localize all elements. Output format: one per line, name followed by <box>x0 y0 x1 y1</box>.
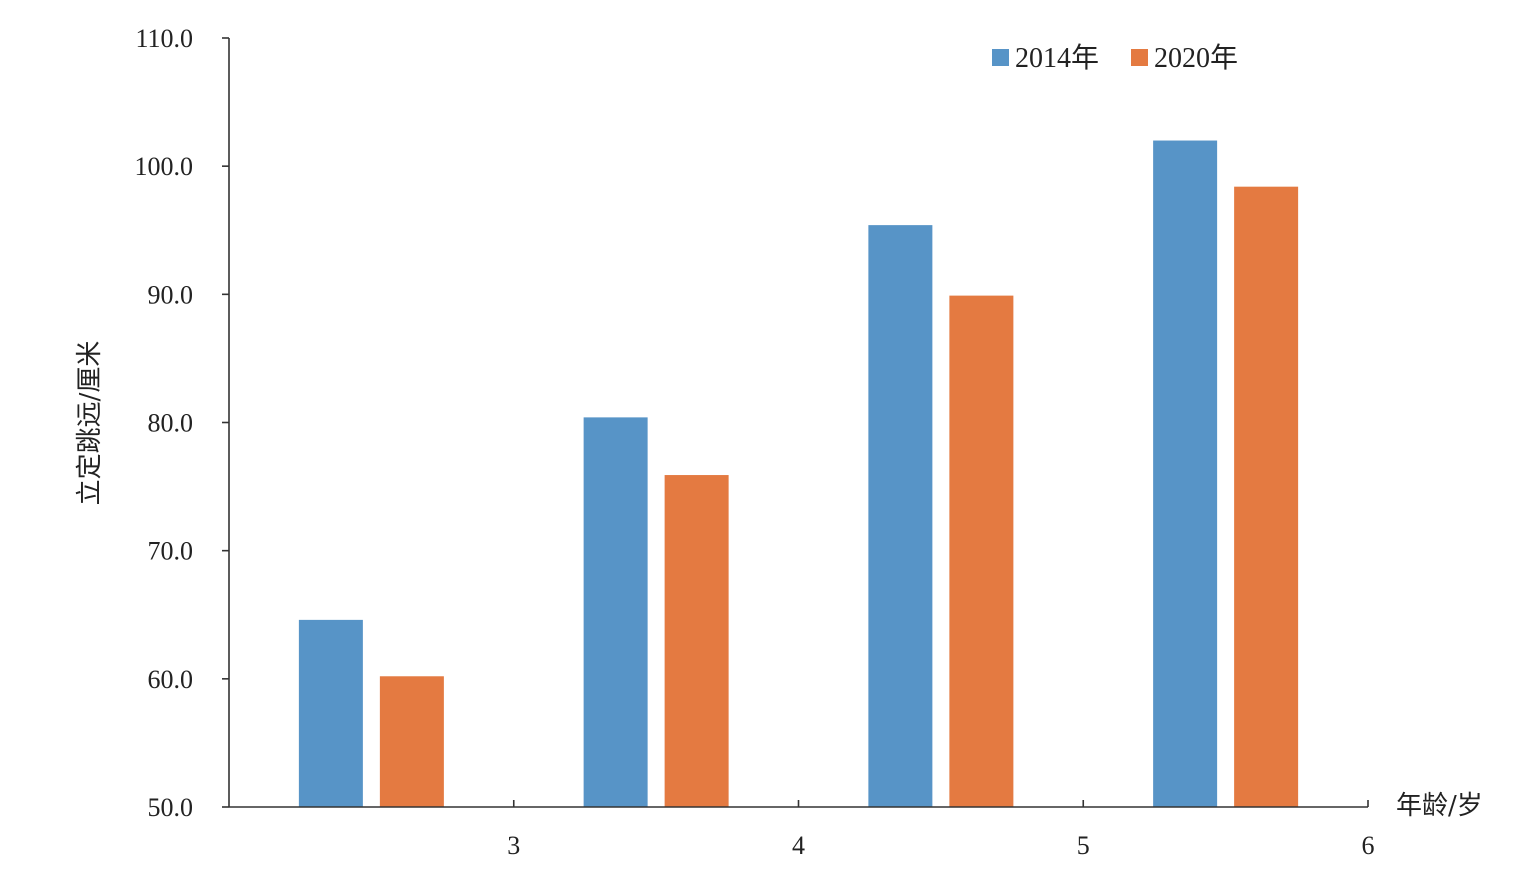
legend-label-2014: 2014年 <box>1015 42 1099 74</box>
legend-swatch-2020 <box>1131 49 1148 66</box>
bar-2014-age-3 <box>298 619 363 807</box>
bar-2014-age-4 <box>583 417 648 807</box>
x-tick-label: 5 <box>1077 831 1090 860</box>
y-tick-label: 100.0 <box>135 152 194 181</box>
y-tick-label: 50.0 <box>148 793 194 822</box>
bar-2020-age-5 <box>949 295 1014 807</box>
bar-2014-age-6 <box>1153 140 1218 808</box>
y-tick-label: 80.0 <box>148 409 194 438</box>
y-axis-title: 立定跳远/厘米 <box>75 341 105 506</box>
y-tick-label: 60.0 <box>148 665 194 694</box>
y-ticks: 50.0 60.0 70.0 80.0 90.0 100.0 110.0 <box>135 24 229 822</box>
bar-2020-age-4 <box>664 475 729 807</box>
x-tick-label: 3 <box>507 831 520 860</box>
x-tick-label: 6 <box>1362 831 1375 860</box>
legend: 2014年 2020年 <box>992 42 1238 74</box>
y-tick-label: 90.0 <box>148 280 194 309</box>
x-tick-label: 4 <box>792 831 805 860</box>
bar-2020-age-3 <box>379 676 444 807</box>
legend-swatch-2014 <box>992 49 1009 66</box>
legend-label-2020: 2020年 <box>1154 42 1238 74</box>
y-tick-label: 70.0 <box>148 537 194 566</box>
bars-layer <box>298 140 1299 808</box>
y-tick-label: 110.0 <box>135 24 193 53</box>
x-ticks: 3 4 5 6 <box>507 800 1375 860</box>
bar-2014-age-5 <box>868 225 933 807</box>
bar-2020-age-6 <box>1234 186 1299 807</box>
x-axis-title: 年龄/岁 <box>1396 791 1483 821</box>
